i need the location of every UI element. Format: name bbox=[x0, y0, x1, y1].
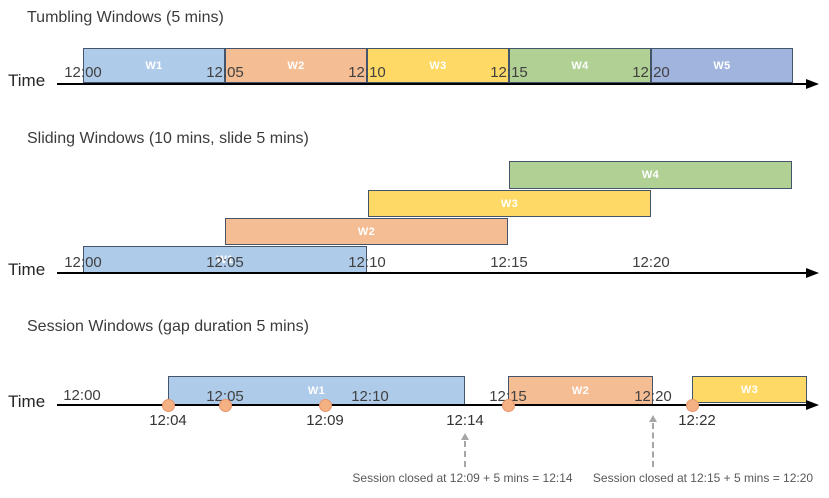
event-time-label: 12:14 bbox=[446, 412, 484, 429]
arrow-up-icon bbox=[649, 415, 657, 422]
window-label: W2 bbox=[357, 225, 376, 238]
tumbling-tick: 12:10 bbox=[348, 64, 386, 81]
window-label: W3 bbox=[429, 59, 447, 72]
event-time-label: 12:22 bbox=[678, 412, 716, 429]
event-dot bbox=[686, 399, 699, 412]
arrow-up-icon bbox=[461, 433, 469, 440]
session-title: Session Windows (gap duration 5 mins) bbox=[27, 318, 309, 335]
window-label: W1 bbox=[307, 384, 326, 397]
tumbling-window-w2: W2 bbox=[225, 48, 367, 83]
tumbling-window-w4: W4 bbox=[509, 48, 651, 83]
sliding-axis bbox=[57, 272, 807, 274]
session-annotation: Session closed at 12:15 + 5 mins = 12:20 bbox=[592, 471, 814, 485]
window-label: W3 bbox=[740, 383, 759, 396]
tumbling-tick: 12:20 bbox=[632, 64, 670, 81]
callout-dashed-line bbox=[652, 423, 654, 467]
arrow-right-icon bbox=[806, 79, 819, 89]
tumbling-title: Tumbling Windows (5 mins) bbox=[27, 9, 224, 26]
session-window-w1: W1 bbox=[168, 376, 465, 405]
session-window-w3: W3 bbox=[692, 376, 807, 403]
tumbling-tick: 12:05 bbox=[206, 64, 244, 81]
tumbling-axis-label: Time bbox=[8, 71, 46, 90]
sliding-tick: 12:05 bbox=[206, 254, 244, 271]
event-dot bbox=[319, 399, 332, 412]
session-tick: 12:15 bbox=[489, 388, 527, 405]
tumbling-axis bbox=[57, 83, 807, 85]
event-time-label: 12:09 bbox=[306, 412, 344, 429]
sliding-tick: 12:10 bbox=[348, 254, 386, 271]
sliding-tick: 12:00 bbox=[64, 254, 102, 271]
sliding-window-w3: W3 bbox=[368, 190, 651, 217]
session-axis-label: Time bbox=[8, 392, 46, 411]
session-tick: 12:20 bbox=[634, 388, 672, 405]
session-tick: 12:05 bbox=[206, 388, 244, 405]
arrow-right-icon bbox=[806, 400, 819, 410]
window-label: W4 bbox=[641, 169, 660, 181]
sliding-window-w4: W4 bbox=[509, 161, 792, 189]
session-tick: 12:10 bbox=[351, 388, 389, 405]
window-label: W2 bbox=[571, 384, 590, 397]
arrow-right-icon bbox=[806, 268, 819, 278]
tumbling-window-w3: W3 bbox=[367, 48, 509, 83]
window-label: W4 bbox=[571, 59, 589, 72]
sliding-axis-label: Time bbox=[8, 260, 46, 279]
event-dot bbox=[502, 399, 515, 412]
session-axis bbox=[57, 404, 807, 406]
event-time-label: 12:04 bbox=[149, 412, 187, 429]
window-label: W2 bbox=[287, 59, 305, 72]
sliding-title: Sliding Windows (10 mins, slide 5 mins) bbox=[27, 130, 309, 147]
sliding-tick: 12:15 bbox=[490, 254, 528, 271]
callout-dashed-line bbox=[464, 441, 466, 467]
sliding-window-w2: W2 bbox=[225, 218, 508, 245]
event-dot bbox=[162, 399, 175, 412]
sliding-window-w1: W1 bbox=[83, 246, 367, 273]
window-label: W3 bbox=[500, 197, 519, 210]
session-annotation: Session closed at 12:09 + 5 mins = 12:14 bbox=[352, 471, 573, 485]
event-dot bbox=[219, 399, 232, 412]
window-label: W1 bbox=[216, 253, 234, 266]
window-label: W5 bbox=[713, 59, 731, 72]
tumbling-window-w1: W1 bbox=[83, 48, 225, 83]
tumbling-tick: 12:00 bbox=[64, 64, 102, 81]
sliding-tick: 12:20 bbox=[632, 254, 670, 271]
session-tick: 12:00 bbox=[63, 387, 101, 404]
tumbling-tick: 12:15 bbox=[490, 64, 528, 81]
tumbling-window-w5: W5 bbox=[651, 48, 793, 83]
window-label: W1 bbox=[145, 59, 163, 72]
